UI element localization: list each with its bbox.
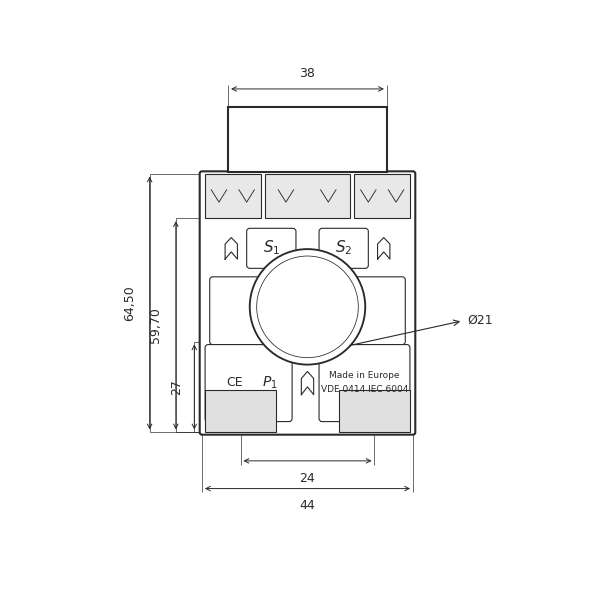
Text: 38: 38 xyxy=(299,67,316,80)
Bar xyxy=(355,173,410,218)
Text: $P_1$: $P_1$ xyxy=(262,374,278,391)
FancyBboxPatch shape xyxy=(200,172,415,434)
FancyBboxPatch shape xyxy=(205,344,292,422)
Bar xyxy=(205,173,260,218)
Text: CE: CE xyxy=(226,376,242,389)
Bar xyxy=(228,107,387,172)
Circle shape xyxy=(257,256,358,358)
FancyBboxPatch shape xyxy=(247,229,296,268)
Bar xyxy=(265,173,350,218)
FancyBboxPatch shape xyxy=(210,277,405,344)
FancyBboxPatch shape xyxy=(319,229,368,268)
Text: Made in Europe: Made in Europe xyxy=(329,371,400,380)
Text: $S_1$: $S_1$ xyxy=(263,238,280,257)
Text: $S_2$: $S_2$ xyxy=(335,238,352,257)
Text: 27: 27 xyxy=(170,379,184,395)
Text: 64,50: 64,50 xyxy=(123,285,136,321)
Text: 24: 24 xyxy=(299,472,316,485)
Text: 59,70: 59,70 xyxy=(149,307,162,343)
Bar xyxy=(339,390,410,433)
FancyBboxPatch shape xyxy=(319,344,410,422)
Circle shape xyxy=(250,249,365,365)
Text: 44: 44 xyxy=(299,499,316,512)
Bar xyxy=(205,390,276,433)
Text: VDE 0414 IEC 6004: VDE 0414 IEC 6004 xyxy=(321,385,408,394)
Text: Ø21: Ø21 xyxy=(467,314,493,327)
